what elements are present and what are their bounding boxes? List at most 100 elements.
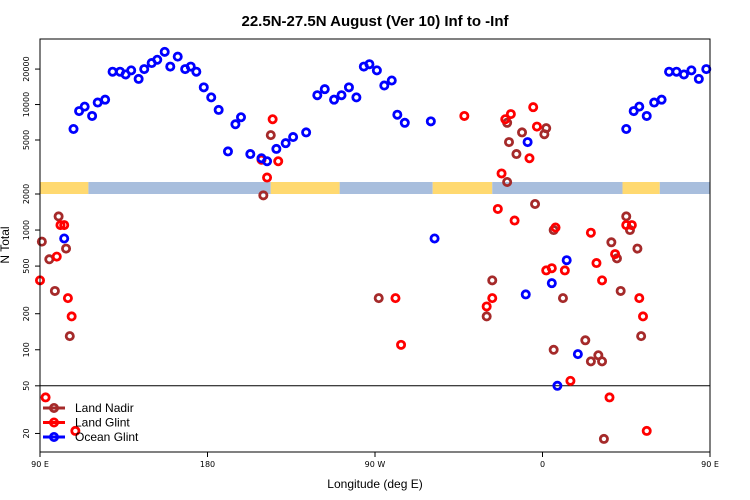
ocean-glint-point xyxy=(319,84,330,95)
ocean-glint-point xyxy=(351,92,362,103)
land-nadir-point xyxy=(49,285,60,296)
ocean-glint-point xyxy=(312,90,323,101)
land-glint-point xyxy=(396,339,407,350)
land-nadir-point xyxy=(606,237,617,248)
land-nadir-point xyxy=(530,199,541,210)
legend-label: Ocean Glint xyxy=(75,430,139,444)
ocean-glint-point xyxy=(133,73,144,84)
plot-frame xyxy=(39,38,711,453)
land-glint-point xyxy=(481,301,492,312)
land-glint-point xyxy=(262,172,273,183)
ocean-glint-point xyxy=(245,149,256,160)
land-glint-point xyxy=(66,311,77,322)
land-nadir-point xyxy=(265,130,276,141)
y-axis-label: N Total xyxy=(0,226,12,263)
land-nadir-point xyxy=(621,211,632,222)
ocean-glint-point xyxy=(165,61,176,72)
land-glint-point xyxy=(59,220,70,231)
ocean-glint-point xyxy=(87,110,98,121)
y-tick-label: 5000 xyxy=(22,130,31,150)
ocean-glint-point xyxy=(552,380,563,391)
land-glint-point xyxy=(70,425,81,436)
land-glint-point xyxy=(492,203,503,214)
land-nadir-point xyxy=(597,356,608,367)
axes: 90 E 180 90 W 0 90 E 20 50 100 200 500 1000 2000 500… xyxy=(22,56,719,469)
ocean-glint-point xyxy=(364,59,375,70)
ocean-glint-point xyxy=(656,94,667,105)
land-glint-point xyxy=(267,114,278,125)
ocean-glint-point xyxy=(336,90,347,101)
y-tick-label: 500 xyxy=(22,258,31,273)
y-tick-label: 2000 xyxy=(22,184,31,204)
land-nadir-point xyxy=(585,356,596,367)
band-segment-ocean xyxy=(339,182,433,194)
land-glint-point xyxy=(531,121,542,132)
land-nadir-point xyxy=(636,331,647,342)
land-glint-point xyxy=(559,265,570,276)
land-glint-point xyxy=(459,110,470,121)
ocean-glint-point xyxy=(206,92,217,103)
land-nadir-point xyxy=(61,243,72,254)
land-glint-point xyxy=(273,156,284,167)
band-segment-land xyxy=(40,182,89,194)
band-segment-land xyxy=(270,182,340,194)
ocean-glint-point xyxy=(678,69,689,80)
y-tick-label: 100 xyxy=(22,342,31,357)
legend-label: Land Glint xyxy=(75,416,130,430)
band-segment-ocean xyxy=(492,182,623,194)
land-nadir-point xyxy=(557,293,568,304)
land-nadir-point xyxy=(632,243,643,254)
ocean-glint-point xyxy=(79,101,90,112)
ocean-glint-point xyxy=(399,117,410,128)
y-tick-label: 10000 xyxy=(22,92,31,117)
ocean-glint-point xyxy=(522,137,533,148)
ocean-glint-point xyxy=(68,123,79,134)
land-nadir-point xyxy=(487,275,498,286)
land-glint-point xyxy=(496,168,507,179)
land-glint-point xyxy=(591,258,602,269)
land-glint-point xyxy=(626,220,637,231)
land-glint-point xyxy=(604,392,615,403)
ocean-glint-point xyxy=(572,349,583,360)
band-segment-land xyxy=(432,182,493,194)
land-glint-point xyxy=(487,293,498,304)
surface-band xyxy=(40,182,710,194)
land-nadir-point xyxy=(373,293,384,304)
land-nadir-point xyxy=(598,433,609,444)
ocean-glint-point xyxy=(126,65,137,76)
land-nadir-point xyxy=(548,344,559,355)
ocean-glint-point xyxy=(641,110,652,121)
y-tick-label: 1000 xyxy=(22,220,31,240)
ocean-glint-point xyxy=(343,82,354,93)
land-glint-point xyxy=(641,425,652,436)
ocean-glint-point xyxy=(392,109,403,120)
ocean-glint-point xyxy=(379,80,390,91)
ocean-glint-point xyxy=(172,51,183,62)
ocean-glint-point xyxy=(235,112,246,123)
land-glint-point xyxy=(500,114,511,125)
land-glint-point xyxy=(610,249,621,260)
land-nadir-point xyxy=(481,311,492,322)
ocean-glint-point xyxy=(185,61,196,72)
ocean-glint-point xyxy=(59,233,70,244)
ocean-glint-point xyxy=(213,104,224,115)
y-tick-label: 200 xyxy=(22,306,31,321)
land-glint-point xyxy=(634,293,645,304)
y-tick-label: 20000 xyxy=(22,56,31,81)
x-tick-label: 90 E xyxy=(31,460,49,469)
ocean-glint-point xyxy=(621,123,632,134)
land-nadir-point xyxy=(53,211,64,222)
band-segment-land xyxy=(622,182,660,194)
land-glint-point xyxy=(597,275,608,286)
land-nadir-point xyxy=(502,176,513,187)
x-tick-label: 180 xyxy=(200,460,215,469)
ocean-glint-point xyxy=(159,46,170,57)
ocean-glint-point xyxy=(198,82,209,93)
y-tick-label: 20 xyxy=(22,428,31,438)
ocean-glint-point xyxy=(329,94,340,105)
band-segment-ocean xyxy=(659,182,710,194)
ocean-glint-point xyxy=(271,143,282,154)
ocean-glint-point xyxy=(100,94,111,105)
